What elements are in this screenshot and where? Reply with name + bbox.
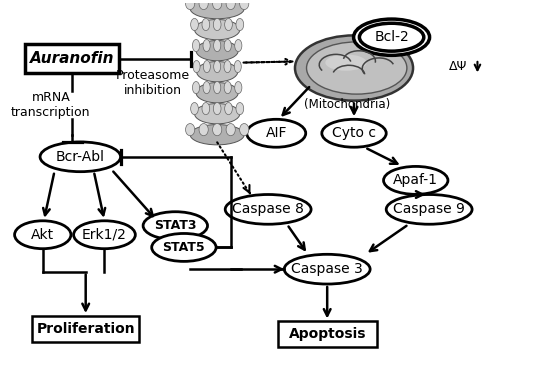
FancyBboxPatch shape bbox=[278, 321, 377, 347]
Ellipse shape bbox=[295, 35, 413, 100]
Text: Akt: Akt bbox=[31, 228, 54, 242]
Ellipse shape bbox=[213, 60, 221, 72]
Ellipse shape bbox=[203, 81, 210, 94]
Ellipse shape bbox=[213, 18, 221, 31]
Ellipse shape bbox=[203, 39, 210, 52]
Ellipse shape bbox=[235, 81, 242, 94]
Ellipse shape bbox=[247, 119, 306, 147]
Ellipse shape bbox=[191, 18, 199, 31]
Ellipse shape bbox=[224, 60, 231, 72]
Ellipse shape bbox=[213, 103, 221, 115]
Ellipse shape bbox=[185, 0, 195, 10]
Ellipse shape bbox=[204, 60, 210, 72]
Ellipse shape bbox=[199, 124, 208, 136]
Text: Bcl-2: Bcl-2 bbox=[374, 30, 409, 44]
Ellipse shape bbox=[234, 60, 241, 72]
Text: Cyto c: Cyto c bbox=[332, 126, 376, 140]
Text: STAT5: STAT5 bbox=[163, 241, 205, 254]
Ellipse shape bbox=[185, 124, 195, 136]
Ellipse shape bbox=[240, 124, 249, 136]
Ellipse shape bbox=[236, 18, 244, 31]
Ellipse shape bbox=[213, 124, 222, 136]
Ellipse shape bbox=[195, 20, 240, 40]
Text: AIF: AIF bbox=[266, 126, 287, 140]
Ellipse shape bbox=[190, 124, 244, 145]
Text: mRNA
transcription: mRNA transcription bbox=[11, 91, 91, 119]
Ellipse shape bbox=[224, 103, 232, 115]
Ellipse shape bbox=[224, 18, 232, 31]
Ellipse shape bbox=[213, 81, 221, 94]
Ellipse shape bbox=[195, 103, 240, 124]
Ellipse shape bbox=[193, 60, 200, 72]
Ellipse shape bbox=[202, 103, 210, 115]
Ellipse shape bbox=[190, 0, 244, 19]
Ellipse shape bbox=[240, 0, 249, 10]
Ellipse shape bbox=[386, 195, 472, 224]
Ellipse shape bbox=[196, 40, 238, 61]
Text: Bcr-Abl: Bcr-Abl bbox=[56, 150, 105, 164]
Text: Caspase 3: Caspase 3 bbox=[292, 262, 363, 276]
Text: Apaf-1: Apaf-1 bbox=[393, 173, 438, 187]
Ellipse shape bbox=[192, 81, 200, 94]
Ellipse shape bbox=[213, 39, 221, 52]
Ellipse shape bbox=[143, 212, 207, 240]
Ellipse shape bbox=[74, 221, 135, 249]
FancyBboxPatch shape bbox=[32, 316, 139, 342]
Ellipse shape bbox=[199, 0, 208, 10]
Text: Proliferation: Proliferation bbox=[36, 322, 135, 336]
Ellipse shape bbox=[224, 39, 232, 52]
Ellipse shape bbox=[213, 0, 222, 10]
Ellipse shape bbox=[235, 39, 242, 52]
Ellipse shape bbox=[354, 19, 430, 55]
Ellipse shape bbox=[306, 42, 407, 94]
Ellipse shape bbox=[196, 61, 238, 82]
Ellipse shape bbox=[225, 195, 311, 224]
Ellipse shape bbox=[226, 0, 235, 10]
Ellipse shape bbox=[226, 124, 235, 136]
Text: ΔΨ: ΔΨ bbox=[448, 60, 467, 73]
Ellipse shape bbox=[224, 81, 232, 94]
Ellipse shape bbox=[152, 233, 216, 261]
Ellipse shape bbox=[202, 18, 210, 31]
Ellipse shape bbox=[196, 82, 238, 103]
Text: (Mitochondria): (Mitochondria) bbox=[305, 98, 390, 111]
Text: Erk1/2: Erk1/2 bbox=[82, 228, 127, 242]
Ellipse shape bbox=[383, 166, 448, 194]
Text: STAT3: STAT3 bbox=[154, 219, 196, 232]
Ellipse shape bbox=[40, 142, 120, 172]
Ellipse shape bbox=[325, 54, 367, 71]
Ellipse shape bbox=[359, 23, 424, 51]
Ellipse shape bbox=[236, 103, 244, 115]
Text: Apoptosis: Apoptosis bbox=[288, 328, 366, 342]
Ellipse shape bbox=[284, 254, 370, 284]
Ellipse shape bbox=[322, 119, 386, 147]
Text: Proteasome
inhibition: Proteasome inhibition bbox=[116, 68, 190, 96]
Ellipse shape bbox=[191, 103, 199, 115]
Text: Caspase 9: Caspase 9 bbox=[393, 202, 465, 216]
Ellipse shape bbox=[15, 221, 71, 249]
Text: Caspase 8: Caspase 8 bbox=[232, 202, 304, 216]
FancyBboxPatch shape bbox=[25, 45, 119, 74]
Ellipse shape bbox=[192, 39, 200, 52]
Text: Auranofin: Auranofin bbox=[30, 52, 114, 67]
